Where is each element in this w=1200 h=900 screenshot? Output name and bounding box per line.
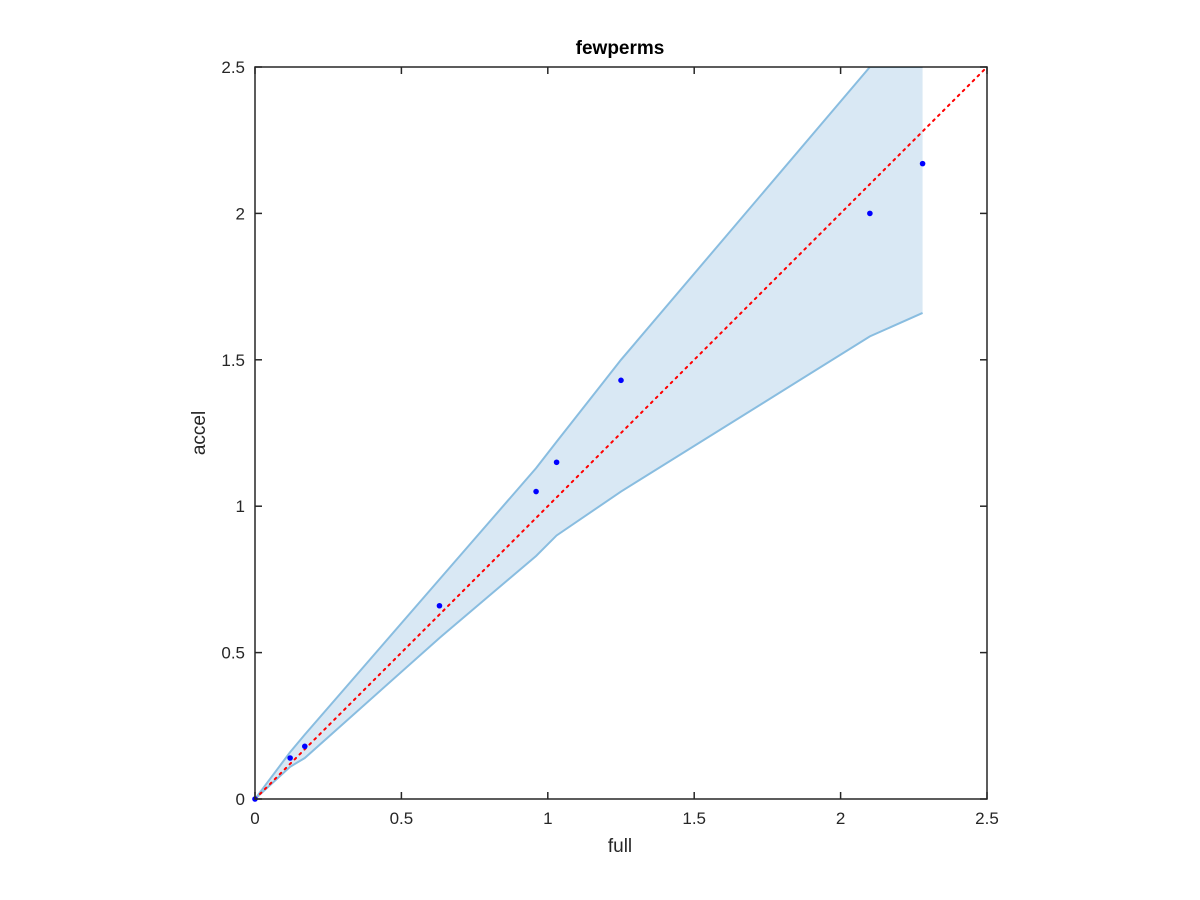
reference-line <box>254 66 988 800</box>
x-tick-label: 0.5 <box>390 809 414 828</box>
data-point <box>301 743 308 750</box>
y-tick-label: 0.5 <box>221 644 245 663</box>
data-point <box>618 377 624 384</box>
x-tick-label: 1 <box>543 809 552 828</box>
band-lower-edge <box>255 312 923 799</box>
y-tick-label: 0 <box>236 790 245 809</box>
data-point <box>287 755 293 761</box>
y-tick-label: 1.5 <box>221 351 245 370</box>
band-fill <box>255 67 923 799</box>
data-point <box>553 459 560 466</box>
x-axis-label: full <box>608 836 632 857</box>
y-axis-label: accel <box>189 411 210 455</box>
chart-title: fewperms <box>576 38 665 59</box>
x-tick-label: 2.5 <box>975 809 999 828</box>
band-upper-edge <box>255 67 923 799</box>
plot-area: 0 0.5 1 1.5 2 2.5 0 0.5 1 1.5 2 2.5 <box>221 58 998 828</box>
axes-box <box>254 66 988 800</box>
x-tick-label: 2 <box>836 809 845 828</box>
y-tick-label: 2.5 <box>221 58 245 77</box>
x-tick-label: 1.5 <box>682 809 706 828</box>
data-point <box>436 602 443 609</box>
data-point <box>867 210 873 217</box>
y-tick-label: 1 <box>236 497 245 516</box>
x-tick-label: 0 <box>250 809 259 828</box>
data-point <box>533 488 539 495</box>
y-tick-label: 2 <box>236 204 245 223</box>
data-point <box>919 160 926 167</box>
